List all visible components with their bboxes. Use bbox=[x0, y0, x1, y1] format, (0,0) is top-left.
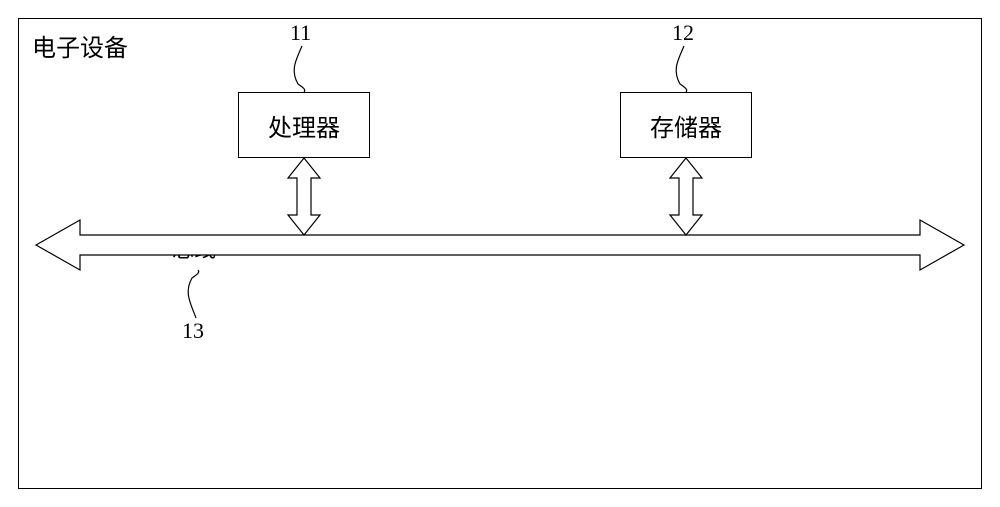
diagram-outer-border bbox=[18, 18, 982, 489]
ref-num-memory: 12 bbox=[672, 20, 694, 46]
memory-box: 存储器 bbox=[620, 92, 752, 158]
diagram-title: 电子设备 bbox=[32, 28, 128, 63]
memory-label: 存储器 bbox=[650, 108, 722, 143]
bus-label: 总线 bbox=[172, 232, 216, 264]
ref-num-processor: 11 bbox=[290, 20, 311, 46]
ref-num-bus: 13 bbox=[182, 318, 204, 344]
processor-label: 处理器 bbox=[268, 108, 340, 143]
processor-box: 处理器 bbox=[238, 92, 370, 158]
